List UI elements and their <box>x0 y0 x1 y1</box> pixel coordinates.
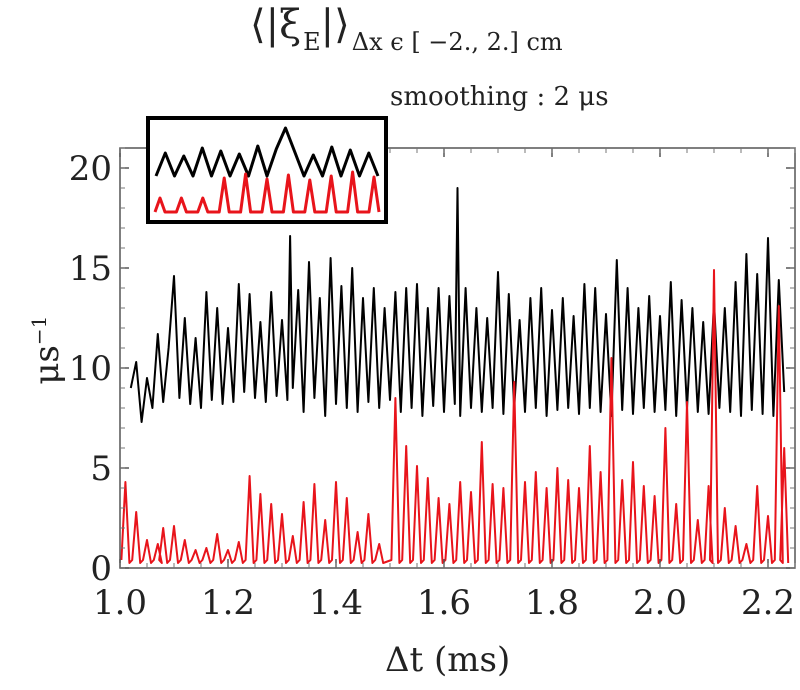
y-tick-label: 5 <box>90 449 112 489</box>
inset-line-red <box>153 170 381 214</box>
inset-frame <box>146 116 388 224</box>
chart-subtitle: smoothing : 2 μs <box>390 82 609 112</box>
inset-line-black <box>154 126 380 178</box>
x-tick-label: 1.0 <box>93 583 147 623</box>
x-tick-label: 1.8 <box>525 583 579 623</box>
plot-frame <box>119 147 796 569</box>
chart-title: ⟨|ξE|⟩Δx ϵ [ −2., 2.] cm <box>250 2 563 56</box>
x-tick-label: 1.4 <box>309 583 363 623</box>
title-subscript: Δx ϵ [ −2., 2.] cm <box>351 28 563 56</box>
y-tick-label: 20 <box>69 149 112 189</box>
x-axis-label: Δt (ms) <box>385 640 511 680</box>
x-tick-label: 2.0 <box>633 583 687 623</box>
series-line-black <box>129 187 786 423</box>
x-tick-label: 1.6 <box>417 583 471 623</box>
x-tick-label: 2.2 <box>741 583 795 623</box>
x-tick-label: 1.2 <box>201 583 255 623</box>
y-tick-label: 15 <box>69 249 112 289</box>
y-tick-label: 10 <box>69 349 112 389</box>
title-subscript-e: E <box>303 28 321 56</box>
series-line-red <box>120 269 790 564</box>
y-tick-label: 0 <box>90 549 112 589</box>
